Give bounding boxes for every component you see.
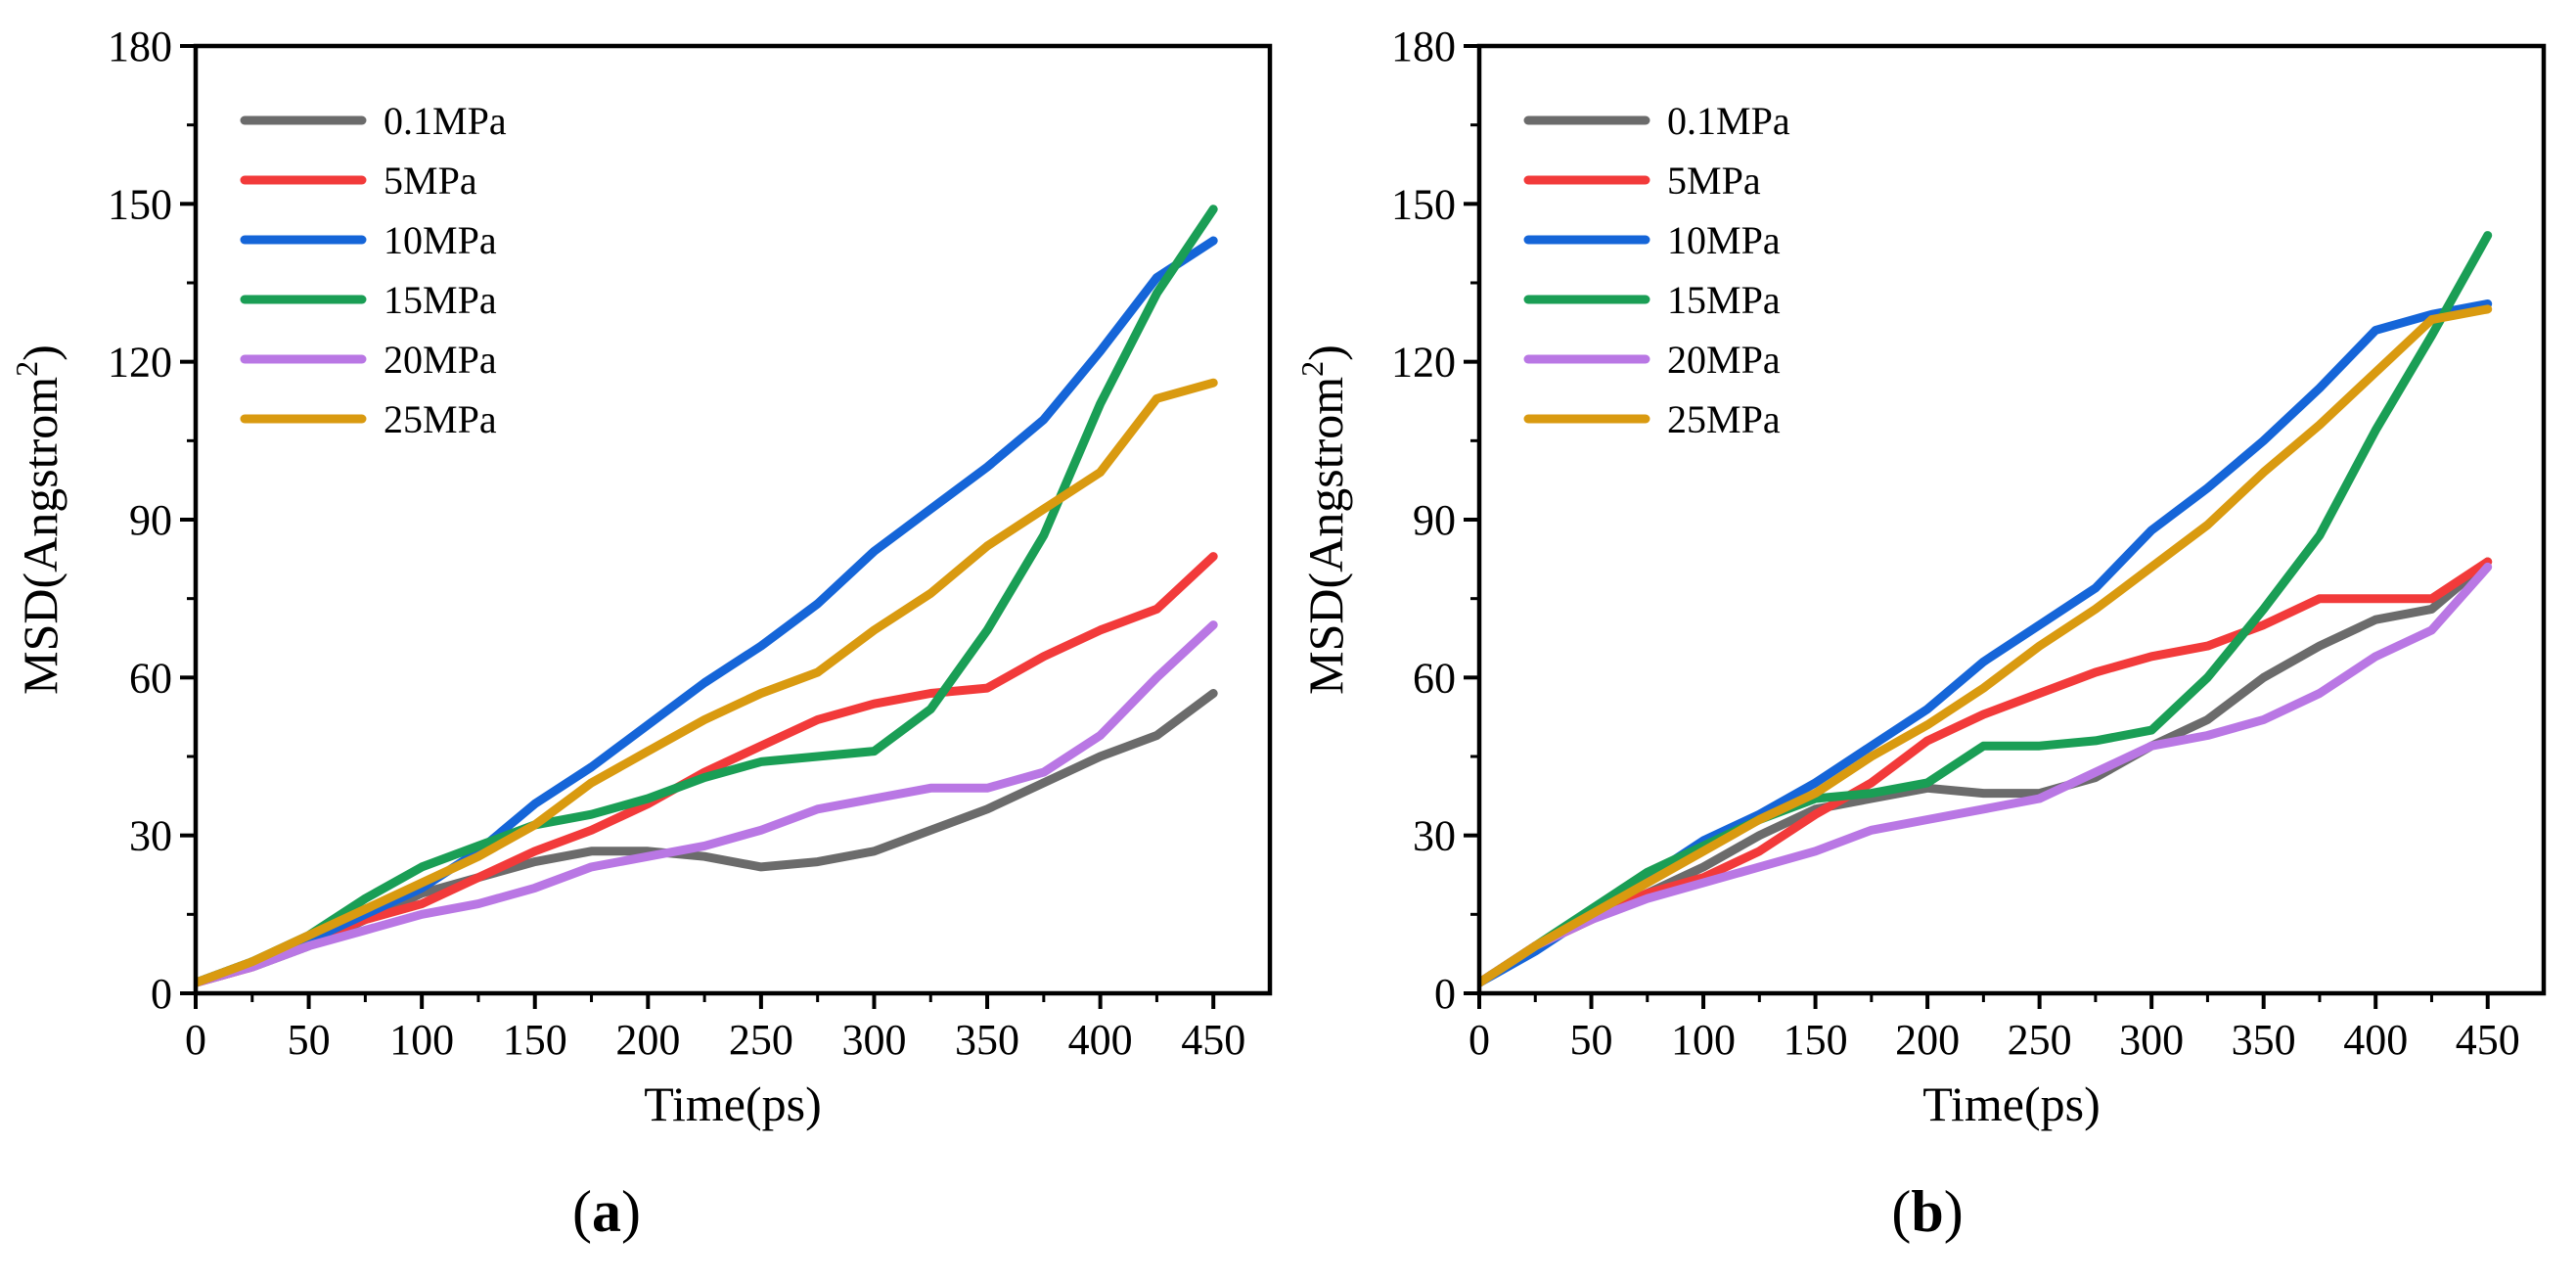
- legend-label-10MPa: 10MPa: [1667, 218, 1781, 262]
- y-tick-label: 30: [129, 812, 172, 860]
- legend-label-25MPa: 25MPa: [1667, 397, 1781, 441]
- x-tick-label: 150: [503, 1016, 567, 1064]
- legend-label-0.1MPa: 0.1MPa: [1667, 99, 1790, 143]
- x-tick-label: 0: [1469, 1016, 1490, 1064]
- panel-label: (a): [572, 1179, 641, 1244]
- x-tick-label: 400: [2343, 1016, 2408, 1064]
- plot-frame: [193, 43, 1273, 996]
- y-axis-title: MSD(Angstrom2): [1294, 344, 1353, 695]
- legend-label-15MPa: 15MPa: [384, 278, 497, 322]
- panel-a: 0 50 100 150 200 250 300 350 400 450 0 30 60 90 120 150…: [9, 23, 1273, 1244]
- x-tick-label: 350: [2232, 1016, 2296, 1064]
- y-tick-label: 90: [1413, 496, 1456, 544]
- y-tick-label: 90: [129, 496, 172, 544]
- series-line-20MPa: [1479, 562, 2493, 987]
- x-tick-label: 350: [955, 1016, 1019, 1064]
- series-line-0.1MPa: [1479, 557, 2493, 987]
- x-tick-label: 100: [1671, 1016, 1736, 1064]
- legend-label-20MPa: 20MPa: [384, 338, 497, 382]
- series-group: [1479, 231, 2493, 987]
- y-tick-label: 30: [1413, 812, 1456, 860]
- x-tick-label: 0: [185, 1016, 206, 1064]
- y-tick-label: 120: [108, 339, 172, 387]
- y-tick-label: 120: [1391, 339, 1456, 387]
- y-tick-label: 60: [1413, 654, 1456, 702]
- series-line-10MPa: [1479, 299, 2493, 987]
- x-tick-label: 300: [2119, 1016, 2184, 1064]
- series-line-5MPa: [196, 552, 1218, 987]
- legend-label-10MPa: 10MPa: [384, 218, 497, 262]
- series-line-15MPa: [1479, 231, 2493, 987]
- x-tick-label: 400: [1068, 1016, 1133, 1064]
- plot-frame: [1476, 43, 2547, 996]
- x-tick-label: 200: [615, 1016, 680, 1064]
- x-tick-label: 450: [2456, 1016, 2520, 1064]
- x-tick-label: 50: [288, 1016, 331, 1064]
- series-line-25MPa: [1479, 304, 2493, 987]
- legend-label-5MPa: 5MPa: [384, 159, 477, 203]
- series-line-25MPa: [196, 378, 1218, 987]
- legend: 0.1MPa 5MPa 10MPa 15MPa 20MPa 25MPa: [240, 99, 507, 441]
- panel-b: 0 50 100 150 200 250 300 350 400 450 0 30 60 90 120 150…: [1294, 23, 2547, 1244]
- series-line-10MPa: [196, 236, 1218, 987]
- x-axis-title: Time(ps): [644, 1076, 822, 1131]
- y-tick-label: 0: [151, 970, 172, 1018]
- legend-label-15MPa: 15MPa: [1667, 278, 1781, 322]
- series-line-20MPa: [196, 620, 1218, 987]
- y-tick-label: 60: [129, 654, 172, 702]
- x-tick-label: 250: [2008, 1016, 2072, 1064]
- x-tick-label: 100: [389, 1016, 454, 1064]
- legend-label-0.1MPa: 0.1MPa: [384, 99, 507, 143]
- legend-label-20MPa: 20MPa: [1667, 338, 1781, 382]
- x-axis-title: Time(ps): [1922, 1076, 2101, 1131]
- x-tick-label: 300: [841, 1016, 906, 1064]
- legend: 0.1MPa 5MPa 10MPa 15MPa 20MPa 25MPa: [1523, 99, 1790, 441]
- y-tick-label: 150: [1391, 180, 1456, 228]
- series-group: [196, 205, 1218, 987]
- x-tick-label: 450: [1181, 1016, 1245, 1064]
- legend-label-25MPa: 25MPa: [384, 397, 497, 441]
- y-axis-title: MSD(Angstrom2): [9, 344, 68, 695]
- y-tick-label: 180: [1391, 23, 1456, 70]
- x-tick-label: 200: [1895, 1016, 1960, 1064]
- x-tick-label: 150: [1784, 1016, 1848, 1064]
- series-line-5MPa: [1479, 557, 2493, 987]
- x-tick-label: 50: [1570, 1016, 1613, 1064]
- series-line-15MPa: [196, 205, 1218, 987]
- y-tick-label: 0: [1434, 970, 1456, 1018]
- legend-label-5MPa: 5MPa: [1667, 159, 1761, 203]
- y-tick-label: 180: [108, 23, 172, 70]
- panel-label: (b): [1891, 1179, 1963, 1244]
- x-tick-label: 250: [729, 1016, 793, 1064]
- y-tick-label: 150: [108, 180, 172, 228]
